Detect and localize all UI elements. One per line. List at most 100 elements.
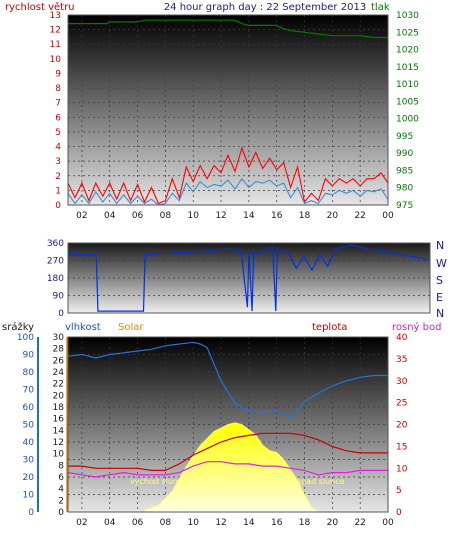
rain-axis-tick: 20: [23, 473, 35, 483]
humidity-hour-tick: 08: [160, 518, 172, 528]
wind-axis-tick: 10: [50, 55, 62, 65]
humidity-hour-tick: 16: [271, 518, 283, 528]
direction-axis-tick: 270: [47, 257, 64, 267]
pressure-label: tlak: [371, 2, 390, 13]
temperature-label: teplota: [312, 322, 347, 333]
humidity-hour-tick: 10: [187, 518, 199, 528]
wind-hour-tick: 04: [104, 211, 116, 221]
humidity-hour-tick: 06: [132, 518, 144, 528]
temperature-axis-tick: 20: [396, 421, 408, 431]
wind-axis-tick: 0: [55, 201, 61, 211]
humidity-series-line: [67, 341, 388, 419]
pressure-axis-tick: 1020: [396, 46, 419, 56]
dewpoint-series-line: [67, 461, 388, 478]
pressure-axis-tick: 1030: [396, 11, 419, 21]
wind-plot-area: [68, 15, 388, 205]
rain-axis-tick: 70: [23, 386, 35, 396]
direction-axis-tick: 0: [58, 309, 64, 319]
compass-tick: N: [436, 307, 444, 320]
wind-hour-tick: 02: [76, 211, 87, 221]
humidity-axis-tick: 22: [53, 380, 64, 390]
wind-axis-tick: 13: [50, 11, 61, 21]
pressure-axis-tick: 1005: [396, 97, 419, 107]
wind-hour-tick: 12: [215, 211, 226, 221]
wind-hour-tick: 18: [299, 211, 311, 221]
wind-hour-tick: 00: [382, 211, 394, 221]
humidity-hour-tick: 12: [215, 518, 226, 528]
humidity-hour-tick: 18: [299, 518, 311, 528]
humidity-hour-tick: 20: [327, 518, 339, 528]
temperature-axis-tick: 40: [396, 333, 408, 343]
pressure-axis-tick: 975: [396, 201, 413, 211]
rain-axis-tick: 30: [23, 456, 35, 466]
direction-axis-tick: 180: [47, 274, 64, 284]
direction-series-line: [68, 244, 431, 312]
direction-axis-tick: 360: [47, 239, 64, 249]
wind-axis-tick: 11: [50, 40, 61, 50]
wind-axis-tick: 12: [50, 26, 61, 36]
pressure-axis-tick: 1015: [396, 63, 419, 73]
pressure-axis-tick: 1000: [396, 115, 419, 125]
wind-axis-tick: 1: [55, 186, 61, 196]
temperature-axis-tick: 35: [396, 355, 407, 365]
pressure-series-line: [68, 19, 388, 39]
humidity-axis-tick: 10: [53, 450, 65, 460]
rain-axis-tick: 80: [23, 368, 35, 378]
wind-axis-tick: 2: [55, 172, 61, 182]
wind-speed-label: rychlost větru: [5, 1, 75, 13]
temperature-axis-tick: 15: [396, 442, 407, 452]
solar-series-area: [144, 422, 320, 513]
humidity-axis-tick: 4: [58, 485, 64, 495]
pressure-axis-tick: 980: [396, 184, 413, 194]
sunrise-annotation: východ slunce: [130, 477, 187, 486]
humidity-axis-tick: 30: [53, 333, 65, 343]
rain-axis-tick: 60: [23, 403, 35, 413]
temperature-axis-tick: 0: [396, 508, 402, 518]
humidity-axis-tick: 16: [53, 415, 65, 425]
humidity-axis-tick: 0: [58, 508, 64, 518]
wind-axis-tick: 8: [55, 84, 61, 94]
compass-tick: S: [436, 274, 443, 287]
temperature-axis-tick: 10: [396, 464, 408, 474]
humidity-hour-tick: 02: [76, 518, 87, 528]
dewpoint-label: rosný bod: [392, 321, 441, 333]
rain-axis-tick: 10: [23, 491, 35, 501]
temperature-axis-tick: 30: [396, 377, 408, 387]
direction-plot-frame: [67, 242, 431, 314]
humidity-plot-frame: [67, 336, 389, 513]
pressure-axis-tick: 1010: [396, 80, 419, 90]
humidity-axis-tick: 18: [53, 403, 65, 413]
wind-hour-tick: 16: [271, 211, 283, 221]
humidity-axis-tick: 26: [53, 356, 65, 366]
humidity-hour-tick: 00: [382, 518, 394, 528]
rain-axis-tick: 90: [23, 351, 35, 361]
wind-hour-tick: 14: [243, 211, 255, 221]
wind-hour-tick: 08: [160, 211, 172, 221]
wind-hour-tick: 06: [132, 211, 144, 221]
humidity-axis-tick: 2: [58, 496, 64, 506]
temperature-axis-tick: 25: [396, 399, 407, 409]
series-layer: [67, 19, 431, 478]
compass-tick: N: [436, 239, 444, 252]
wind-axis-tick: 3: [55, 157, 61, 167]
wind-axis-tick: 6: [55, 113, 61, 123]
gust-series-line: [67, 177, 389, 206]
rain-axis-tick: 100: [17, 333, 34, 343]
rain-axis-tick: 0: [28, 508, 34, 518]
wind-hour-tick: 10: [187, 211, 199, 221]
humidity-axis-tick: 20: [53, 391, 65, 401]
solar-layer: [144, 422, 320, 513]
rain-label: srážky: [2, 321, 34, 333]
pressure-axis-tick: 995: [396, 132, 413, 142]
wind-axis-tick: 9: [55, 69, 61, 79]
wind-series-line: [67, 146, 389, 205]
rain-axis-tick: 40: [23, 438, 35, 448]
wind-plot-frame: [67, 14, 389, 206]
sunset-annotation: západ slunce: [292, 477, 345, 486]
temperature-axis-tick: 5: [396, 486, 402, 496]
pressure-axis-tick: 1025: [396, 28, 419, 38]
wind-axis-tick: 7: [55, 99, 61, 109]
